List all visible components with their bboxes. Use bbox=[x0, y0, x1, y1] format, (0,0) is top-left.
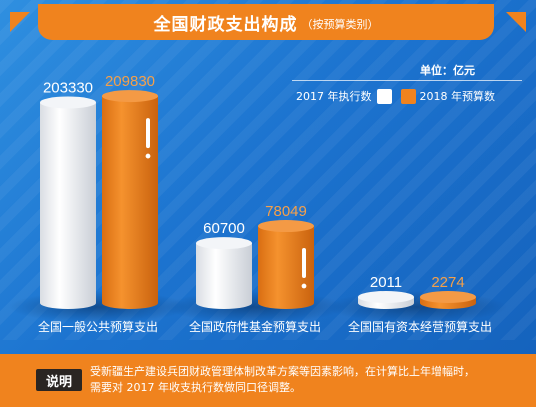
legend: 2017 年执行数 2018 年预算数 bbox=[296, 88, 495, 104]
chart-subtitle: （按预算类别） bbox=[301, 17, 379, 31]
bar-top-2018-2 bbox=[420, 291, 476, 303]
unit-label: 单位：亿元 bbox=[420, 64, 475, 77]
legend-swatch-2017 bbox=[376, 88, 392, 104]
legend-divider bbox=[292, 80, 522, 81]
bar-2018-1 bbox=[258, 226, 314, 309]
corner-arrow-right-icon bbox=[506, 12, 526, 32]
value-label-2017-1: 60700 bbox=[203, 220, 245, 237]
category-label-2: 全国国有资本经营预算支出 bbox=[348, 319, 492, 334]
bar-top-2018-0 bbox=[102, 90, 158, 103]
bar-shadow bbox=[327, 291, 507, 323]
title-banner: 全国财政支出构成 （按预算类别） bbox=[38, 4, 494, 40]
category-label-1: 全国政府性基金预算支出 bbox=[189, 319, 321, 334]
bar-chart: 203330 209830 全国一般公共预算支出 60700 78049 全国政府性基金预… bbox=[9, 73, 507, 334]
chart-title: 全国财政支出构成 bbox=[153, 14, 298, 35]
bar-shadow bbox=[9, 291, 189, 323]
bar-top-2017-2 bbox=[358, 291, 414, 303]
value-label-2018-1: 78049 bbox=[265, 203, 307, 220]
bar-highlight-dot-1 bbox=[301, 283, 307, 289]
notes-label: 说明 bbox=[36, 369, 82, 391]
category-label-0: 全国一般公共预算支出 bbox=[38, 319, 158, 334]
bar-top-2017-0 bbox=[40, 96, 96, 109]
bar-highlight-dot-0 bbox=[145, 153, 151, 159]
notes-text: 受新疆生产建设兵团财政管理体制改革方案等因素影响，在计算比上年增幅时， 需要对 … bbox=[90, 365, 475, 394]
value-label-2017-2: 2011 bbox=[370, 274, 402, 291]
bar-highlight-1 bbox=[302, 248, 306, 279]
value-label-2017-0: 203330 bbox=[43, 79, 93, 96]
legend-swatch-2018 bbox=[400, 88, 416, 104]
legend-label-2017: 2017 年执行数 bbox=[296, 90, 372, 103]
bar-2017-0 bbox=[40, 102, 96, 309]
bar-top-2017-1 bbox=[196, 237, 252, 250]
value-label-2018-0: 209830 bbox=[105, 73, 155, 90]
corner-arrow-left-icon bbox=[10, 12, 30, 32]
bar-top-2018-1 bbox=[258, 220, 314, 233]
bar-2018-0 bbox=[102, 96, 158, 310]
bar-shadow bbox=[165, 291, 345, 323]
notes-bar: 说明 受新疆生产建设兵团财政管理体制改革方案等因素影响，在计算比上年增幅时， 需… bbox=[0, 354, 536, 407]
bar-2017-1 bbox=[196, 243, 252, 309]
bar-highlight-0 bbox=[146, 118, 150, 149]
legend-label-2018: 2018 年预算数 bbox=[419, 90, 496, 103]
value-label-2018-2: 2274 bbox=[431, 274, 464, 291]
